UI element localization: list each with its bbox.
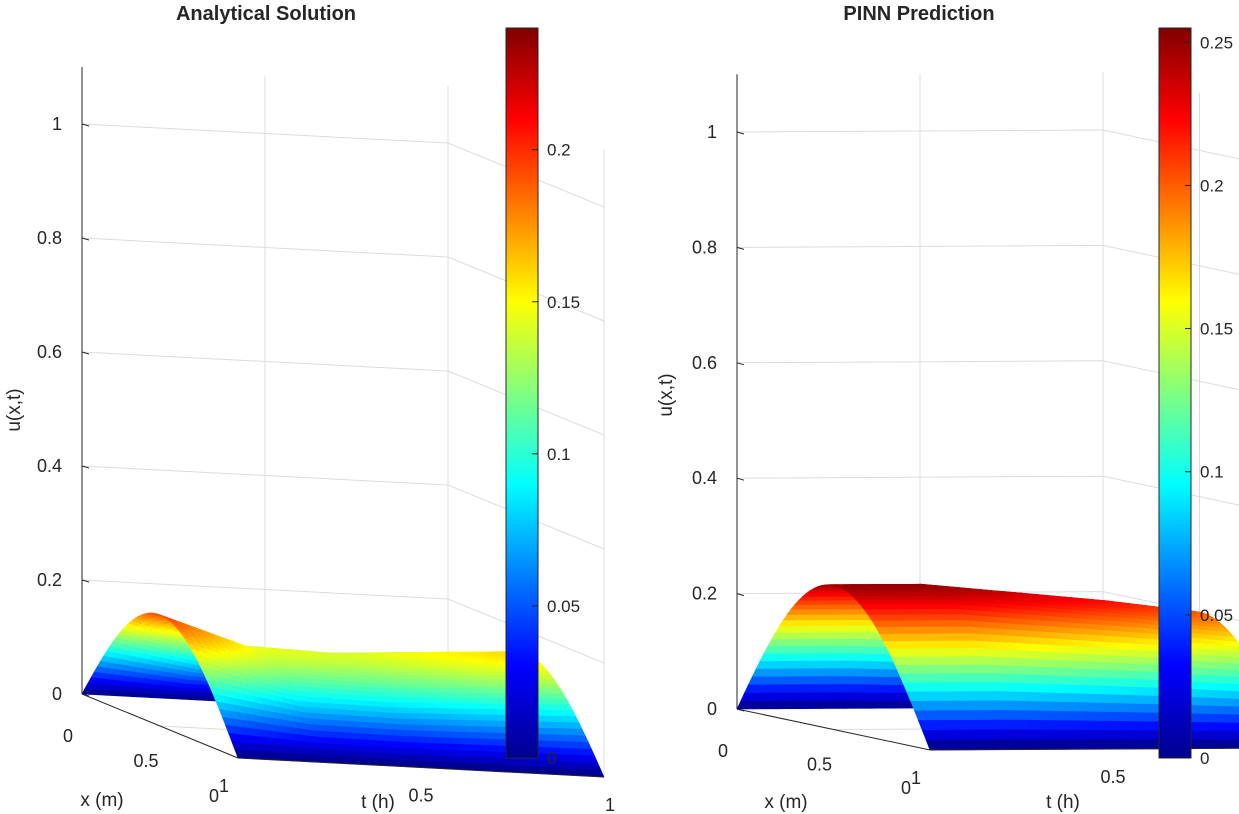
colorbar-tick-label: 0.25 bbox=[1200, 33, 1233, 52]
z-tick-mark bbox=[81, 693, 90, 697]
z-tick-mark bbox=[736, 477, 745, 481]
grid-line bbox=[81, 237, 605, 322]
x-axis-line bbox=[81, 693, 239, 759]
grid-line bbox=[81, 123, 605, 208]
colorbar: 0 0.05 0.1 0.15 0.2 bbox=[505, 27, 580, 768]
x-tick-label: 1 bbox=[911, 768, 921, 788]
grid-line bbox=[736, 244, 1239, 275]
z-tick-label: 0.2 bbox=[692, 584, 717, 604]
z-tick-mark bbox=[736, 708, 745, 712]
plot-axes bbox=[81, 67, 605, 778]
z-tick-mark bbox=[81, 123, 90, 127]
z-axis-label: u(x,t) bbox=[656, 373, 677, 416]
grid-line bbox=[736, 129, 1239, 160]
grid-line bbox=[736, 475, 1239, 506]
chart-title: PINN Prediction bbox=[843, 3, 994, 25]
t-tick-label: 0.5 bbox=[408, 786, 433, 806]
colorbar-tick-label: 0 bbox=[1200, 749, 1209, 768]
t-axis-label: t (h) bbox=[361, 792, 395, 813]
z-tick-label: 0.2 bbox=[37, 570, 62, 590]
z-tick-mark bbox=[81, 465, 90, 469]
z-tick-mark bbox=[81, 351, 90, 355]
t-tick-label: 0.5 bbox=[1100, 767, 1125, 787]
colorbar-tick-label: 0.05 bbox=[547, 597, 580, 616]
grid-line bbox=[81, 579, 605, 664]
colorbar-tick-label: 0 bbox=[547, 749, 556, 768]
grid-line bbox=[736, 360, 1239, 391]
z-tick-label: 1 bbox=[707, 122, 717, 142]
surface-plot bbox=[736, 583, 1239, 751]
colorbar-tick-label: 0.2 bbox=[1200, 176, 1224, 195]
z-tick-mark bbox=[736, 131, 745, 135]
colorbar-gradient bbox=[505, 27, 539, 759]
z-tick-mark bbox=[736, 362, 745, 366]
z-tick-mark bbox=[81, 237, 90, 241]
t-tick-label: 0 bbox=[209, 786, 219, 806]
z-tick-label: 0 bbox=[52, 684, 62, 704]
chart-title: Analytical Solution bbox=[176, 3, 356, 25]
x-tick-label: 0 bbox=[63, 726, 73, 746]
x-axis-label: x (m) bbox=[80, 790, 123, 811]
z-tick-label: 0.4 bbox=[37, 456, 62, 476]
pinn-prediction-panel: PINN Prediction 00.20.40.60.8100.5100.51… bbox=[656, 3, 1239, 813]
colorbar-tick-label: 0.15 bbox=[1200, 320, 1233, 339]
colorbar-tick-label: 0.05 bbox=[1200, 606, 1233, 625]
plot-axes bbox=[736, 74, 1239, 751]
z-tick-label: 0.6 bbox=[692, 353, 717, 373]
colorbar-tick-label: 0.1 bbox=[1200, 463, 1224, 482]
colorbar-tick-label: 0.1 bbox=[547, 445, 571, 464]
t-tick-label: 0 bbox=[901, 778, 911, 798]
x-tick-label: 0.5 bbox=[133, 751, 158, 771]
z-tick-mark bbox=[736, 246, 745, 250]
t-axis-line bbox=[237, 757, 605, 778]
z-axis-label: u(x,t) bbox=[4, 388, 25, 431]
t-axis-line bbox=[929, 747, 1239, 751]
z-tick-label: 0.6 bbox=[37, 342, 62, 362]
z-tick-label: 1 bbox=[52, 114, 62, 134]
grid-line bbox=[81, 465, 605, 550]
colorbar: 0 0.05 0.1 0.15 0.2 0.25 bbox=[1158, 27, 1233, 768]
x-tick-label: 0 bbox=[718, 741, 728, 761]
colorbar-tick-label: 0.15 bbox=[547, 293, 580, 312]
colorbar-tick-label: 0.2 bbox=[547, 141, 571, 160]
colorbar-gradient bbox=[1158, 27, 1192, 759]
z-tick-mark bbox=[736, 593, 745, 597]
z-tick-mark bbox=[81, 579, 90, 583]
grid-line bbox=[81, 351, 605, 436]
analytical-solution-panel: Analytical Solution 00.20.40.60.8100.510… bbox=[4, 3, 615, 814]
z-tick-label: 0 bbox=[707, 699, 717, 719]
t-axis-label: t (h) bbox=[1046, 792, 1080, 813]
z-tick-label: 0.8 bbox=[37, 228, 62, 248]
t-tick-label: 1 bbox=[605, 795, 615, 814]
z-tick-label: 0.4 bbox=[692, 468, 717, 488]
x-tick-label: 1 bbox=[219, 776, 229, 796]
x-axis-label: x (m) bbox=[764, 792, 807, 813]
x-axis-line bbox=[736, 708, 931, 751]
x-tick-label: 0.5 bbox=[807, 755, 832, 775]
z-tick-label: 0.8 bbox=[692, 237, 717, 257]
